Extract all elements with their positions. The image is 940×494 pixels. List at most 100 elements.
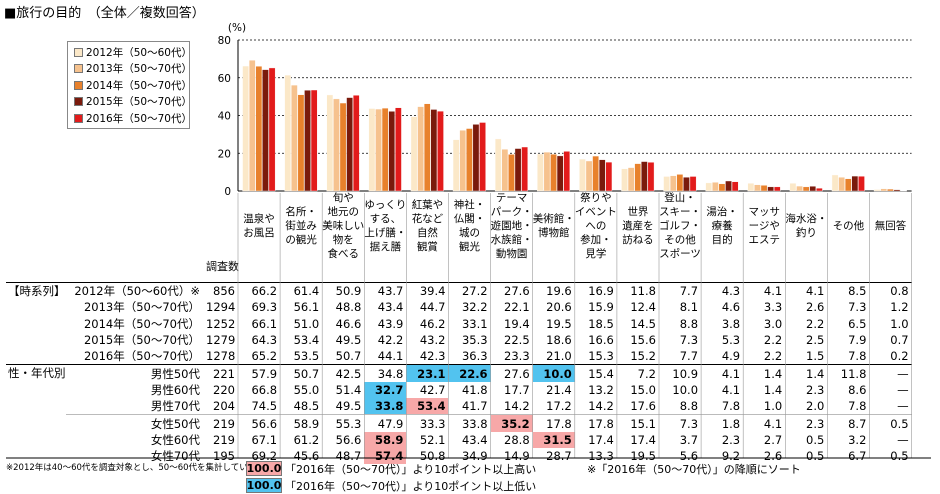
table-cell: 2.7	[743, 432, 785, 448]
table-cell: 4.1	[743, 415, 785, 432]
category-label: 無回答	[870, 185, 912, 266]
legend-label: 2016年（50～70代）	[86, 111, 192, 126]
table-cell: 3.7	[659, 432, 701, 448]
category-label: 神社・仏閣・城の観光	[449, 185, 491, 266]
legend-swatch	[74, 81, 83, 90]
table-cell: 13.2	[575, 382, 617, 398]
chart-legend: 2012年（50～60代）2013年（50～70代）2014年（50～70代）2…	[67, 41, 190, 129]
table-cell: 15.1	[617, 415, 659, 432]
table-cell: 51.0	[280, 316, 322, 332]
table-cell: 52.1	[406, 432, 448, 448]
bar	[340, 103, 346, 191]
table-cell: 7.8	[827, 398, 869, 415]
category-label: 温泉やお風呂	[238, 185, 280, 266]
table-cell: 2.0	[785, 398, 827, 415]
table-cell: 17.7	[491, 382, 533, 398]
table-cell: 15.9	[575, 299, 617, 315]
table-cell: 33.3	[406, 415, 448, 432]
row-count: 219	[203, 415, 238, 432]
table-cell: 7.2	[617, 365, 659, 382]
table-cell: 17.8	[575, 415, 617, 432]
table-cell: 10.9	[659, 365, 701, 382]
table-cell-low: 32.7	[364, 382, 406, 398]
table-cell: 21.4	[533, 382, 575, 398]
table-cell: 5.3	[701, 332, 743, 348]
table-cell: 8.8	[659, 398, 701, 415]
table-cell: 11.8	[617, 283, 659, 300]
sort-note: ※「2016年（50～70代）」の降順にソート	[587, 461, 801, 477]
table-cell: —	[869, 382, 911, 398]
category-label: ゆっくりする、上げ膳・据え膳	[364, 185, 406, 266]
table-cell: 15.6	[617, 332, 659, 348]
table-cell: 4.3	[701, 283, 743, 300]
table-cell: 4.1	[701, 382, 743, 398]
y-axis-unit: (%)	[228, 22, 246, 34]
table-cell: 2.3	[701, 432, 743, 448]
table-cell: 2.2	[785, 316, 827, 332]
table-cell: 43.2	[406, 332, 448, 348]
table-cell: 23.3	[491, 348, 533, 365]
table-cell-low: 10.0	[533, 365, 575, 382]
row-count: 856	[203, 283, 238, 300]
category-label: その他	[827, 185, 869, 266]
row-group-label: 【時系列】	[6, 283, 66, 365]
row-count: 1278	[203, 348, 238, 365]
legend-entry: 2015年（50～70代）	[74, 94, 192, 110]
table-cell: 7.9	[827, 332, 869, 348]
legend-label: 2013年（50～70代）	[86, 61, 192, 76]
table-cell: 18.6	[533, 332, 575, 348]
table-cell: 1.4	[785, 365, 827, 382]
table-cell: 48.8	[322, 299, 364, 315]
category-label: 海水浴・釣り	[785, 185, 827, 266]
legend-swatch	[74, 48, 83, 57]
legend-label: 2012年（50～60代）	[86, 45, 192, 60]
table-cell-low: 22.6	[448, 365, 490, 382]
table-cell: 20.6	[533, 299, 575, 315]
bar	[304, 90, 310, 191]
table-cell: 1.4	[743, 382, 785, 398]
table-cell: 27.6	[491, 283, 533, 300]
table-cell-low: 33.8	[364, 398, 406, 415]
table-cell: 7.8	[827, 348, 869, 365]
table-cell: 42.3	[406, 348, 448, 365]
table-cell: 2.2	[743, 332, 785, 348]
row-label: 2016年（50～70代）	[66, 348, 203, 365]
bar	[375, 109, 381, 191]
table-cell: 49.5	[322, 332, 364, 348]
table-cell: 35.3	[448, 332, 490, 348]
table-cell: 39.4	[406, 283, 448, 300]
table-cell: 50.7	[322, 348, 364, 365]
key-low-swatch: 100.0	[246, 478, 282, 493]
legend-swatch	[74, 97, 83, 106]
table-cell: 3.2	[827, 432, 869, 448]
category-label: 美術館・博物館	[533, 185, 575, 266]
bar	[291, 85, 297, 191]
table-cell: 34.8	[364, 365, 406, 382]
legend-entry: 2013年（50～70代）	[74, 61, 192, 77]
table-cell: 17.2	[533, 398, 575, 415]
table-cell: 14.2	[575, 398, 617, 415]
legend-label: 2015年（50～70代）	[86, 94, 192, 109]
table-cell: 41.7	[448, 398, 490, 415]
category-label: 紅葉や花など自然観賞	[406, 185, 448, 266]
table-cell: 65.2	[238, 348, 280, 365]
table-cell: 28.8	[491, 432, 533, 448]
bar	[327, 95, 333, 191]
bar	[311, 90, 317, 191]
table-cell: 36.3	[448, 348, 490, 365]
row-label: 2012年（50～60代）※	[66, 283, 203, 300]
table-cell: 50.7	[280, 365, 322, 382]
table-cell: 67.1	[238, 432, 280, 448]
table-cell-low: 23.1	[406, 365, 448, 382]
row-label: 男性50代	[66, 365, 203, 382]
table-cell: 53.4	[280, 332, 322, 348]
bar	[249, 60, 255, 191]
row-label: 2014年（50～70代）	[66, 316, 203, 332]
table-cell: 4.1	[743, 283, 785, 300]
row-count: 1252	[203, 316, 238, 332]
y-tick-label: 40	[218, 111, 231, 123]
